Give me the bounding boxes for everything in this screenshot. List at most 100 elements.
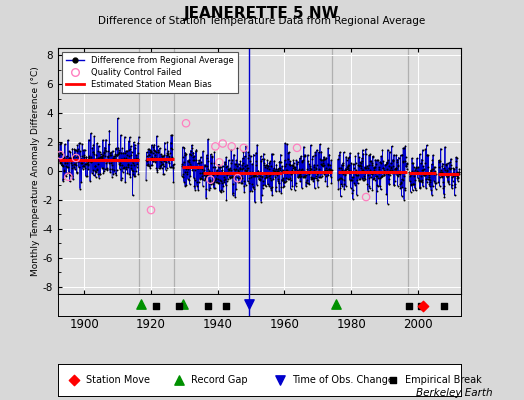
Point [323,168,331,174]
Point [164,148,172,154]
Point [204,157,212,164]
Point [270,168,279,174]
Point [336,193,345,200]
Point [113,151,122,158]
Point [312,161,321,168]
Point [206,151,215,158]
Point [454,177,462,184]
Point [387,165,396,172]
Point [238,160,247,166]
Point [168,132,177,138]
Point [334,156,342,163]
Point [439,179,447,186]
Point [61,172,70,179]
Point [106,166,114,173]
Point [99,137,107,143]
Point [302,180,311,186]
Point [128,168,137,174]
Point [358,147,367,153]
Point [117,150,126,156]
Point [430,170,438,177]
Point [315,174,323,180]
Point [287,169,296,176]
Point [221,176,229,182]
Point [102,136,110,143]
Point [449,177,457,184]
Point [312,165,321,171]
Point [242,182,250,188]
Point [396,169,404,176]
Point [438,174,446,180]
Point [343,164,352,171]
Point [361,164,369,170]
Point [162,159,170,165]
Point [151,159,159,165]
Point [247,171,255,178]
Point [206,185,214,191]
Point [181,150,190,156]
Point [409,181,418,187]
Point [203,303,212,309]
Point [122,148,130,154]
Point [249,172,258,179]
Point [263,162,271,168]
Point [127,148,136,155]
Point [319,163,328,170]
Point [271,188,280,194]
Point [407,182,416,188]
Point [105,150,114,156]
Point [58,151,66,158]
Point [73,158,82,164]
Point [319,157,328,163]
Point [438,172,446,179]
Point [185,176,193,183]
Point [99,152,107,158]
Point [231,167,239,173]
Point [185,181,194,187]
Point [69,153,77,160]
Point [316,174,325,180]
Point [98,154,106,161]
Point [202,155,211,161]
Point [154,149,162,155]
Point [410,164,418,170]
Point [423,176,432,182]
Point [413,155,421,162]
Point [60,154,68,160]
Point [263,157,271,163]
Point [374,174,383,181]
Point [76,148,84,154]
Point [250,199,259,205]
Point [216,177,224,183]
Point [339,183,347,190]
Point [242,143,250,149]
Point [453,154,461,161]
Point [277,158,285,165]
Point [435,174,444,180]
Point [270,170,278,176]
Point [309,178,318,184]
Point [406,173,414,180]
Point [395,168,403,174]
Point [447,165,455,171]
Point [184,176,192,182]
Point [149,158,157,164]
Point [162,152,171,158]
Point [132,168,140,174]
Point [372,163,380,170]
Point [430,164,439,170]
Point [366,158,374,164]
Point [307,165,315,172]
Point [379,164,387,171]
Point [121,134,129,140]
Point [408,155,416,161]
Point [260,156,268,162]
Point [357,158,366,164]
Point [277,184,286,190]
Point [149,144,158,150]
Point [107,166,116,172]
Point [453,169,461,176]
Point [147,154,156,161]
Point [235,169,244,175]
Point [450,172,458,178]
